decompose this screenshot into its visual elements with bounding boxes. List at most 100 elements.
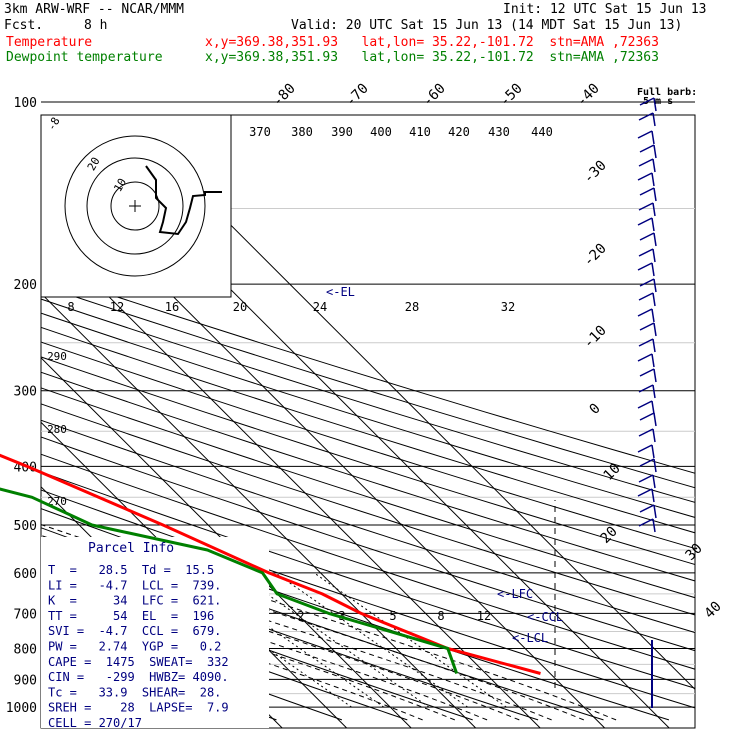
wind-barb-flag xyxy=(652,248,656,263)
wind-barb xyxy=(638,202,654,211)
theta-label: 270 xyxy=(47,495,67,508)
wind-barb xyxy=(639,504,655,513)
wind-barb xyxy=(637,444,653,453)
dry-adiabat-line xyxy=(41,341,695,549)
wind-barb-flag xyxy=(653,187,657,202)
wind-barb xyxy=(637,262,653,271)
model-title: 3km ARW-WRF -- NCAR/MMM xyxy=(4,2,185,17)
wind-barb-flag xyxy=(651,488,655,503)
pressure-tick-label: 100 xyxy=(14,96,37,111)
speed-tick-label: 28 xyxy=(405,300,419,314)
parcel-row: SREH = 28 LAPSE= 7.9 xyxy=(48,701,229,715)
dry-adiabat-line xyxy=(41,312,695,518)
wind-barb xyxy=(639,412,655,421)
wind-barb-flag xyxy=(652,338,656,353)
isotherm-label: -70 xyxy=(343,81,372,110)
speed-tick-label: 32 xyxy=(501,300,515,314)
fcst-label: Fcst. xyxy=(4,18,44,33)
wind-barb xyxy=(639,144,655,153)
temp-info: x,y=369.38,351.93 lat,lon= 35.22,-101.72… xyxy=(205,35,659,50)
parcel-row: LI = -4.7 LCL = 739. xyxy=(48,578,221,592)
hodograph-ring xyxy=(86,157,184,255)
wind-barb-flag xyxy=(651,444,655,459)
theta-label: 410 xyxy=(409,125,431,139)
isotherm-label: -50 xyxy=(497,81,526,110)
dry-adiabat-line xyxy=(41,567,473,721)
dry-adiabat-line xyxy=(41,419,695,634)
parcel-row: CIN = -299 HWBZ= 4090. xyxy=(48,670,229,684)
isotherm-label: -10 xyxy=(581,323,610,352)
wind-barb xyxy=(639,368,655,377)
wind-barb-flag xyxy=(653,412,657,427)
wind-barb-flag xyxy=(653,278,657,293)
dry-adiabat-line xyxy=(41,326,695,534)
hodograph-ring-label: 10 xyxy=(111,176,129,194)
pressure-tick-label: 800 xyxy=(14,642,37,657)
valid-time: Valid: 20 UTC Sat 15 Jun 13 (14 MDT Sat … xyxy=(291,18,683,33)
wind-barb-flag xyxy=(653,368,657,383)
temperature-line xyxy=(0,453,541,675)
theta-label: 440 xyxy=(531,125,553,139)
wind-barb-flag xyxy=(651,400,655,415)
wind-barb-flag xyxy=(652,518,656,533)
pressure-tick-label: 1000 xyxy=(6,701,37,716)
theta-label: 280 xyxy=(47,423,67,436)
wind-barb-flag xyxy=(653,458,657,473)
theta-label: 380 xyxy=(291,125,313,139)
isotherm-label: -80 xyxy=(270,81,299,110)
theta-label: 290 xyxy=(47,350,67,363)
dry-adiabat-line xyxy=(41,284,695,489)
barb-key-title: Full barb: xyxy=(637,87,697,98)
wind-barb xyxy=(638,112,654,121)
wind-barb xyxy=(638,158,654,167)
theta-label: 400 xyxy=(370,125,392,139)
pressure-tick-label: 500 xyxy=(14,519,37,534)
wind-barb-flag xyxy=(652,112,656,127)
wind-barb-flag xyxy=(651,217,655,232)
mixing-ratio-line xyxy=(313,572,507,708)
level-marker: <-LFC xyxy=(497,587,533,601)
dry-adiabat-line xyxy=(41,356,695,566)
dry-adiabat-line xyxy=(41,403,695,616)
wind-barb-flag xyxy=(653,97,657,112)
parcel-row: Tc = 33.9 SHEAR= 28. xyxy=(48,685,221,699)
wind-barb-flag xyxy=(651,130,655,145)
temp-label: Temperature xyxy=(6,35,93,50)
isotherm-label: 30 xyxy=(683,541,706,564)
parcel-row: T = 28.5 Td = 15.5 xyxy=(48,563,214,577)
hodograph-label: -8 xyxy=(45,115,63,133)
isotherm-line xyxy=(41,357,412,728)
speed-tick-label: 8 xyxy=(67,300,74,314)
parcel-title: Parcel Info xyxy=(88,541,174,556)
wind-barb xyxy=(637,488,653,497)
parcel-row: CAPE = 1475 SWEAT= 332 xyxy=(48,655,229,669)
dry-adiabat-line xyxy=(41,453,695,670)
parcel-box xyxy=(41,537,269,728)
wind-barb xyxy=(639,232,655,241)
isotherm-label: 0 xyxy=(587,401,604,418)
dry-adiabat-line xyxy=(41,371,695,582)
isotherm-label: 20 xyxy=(598,524,621,547)
parcel-row: CELL = 270/17 xyxy=(48,716,142,730)
parcel-row: PW = 2.74 YGP = 0.2 xyxy=(48,640,221,654)
level-marker: <-EL xyxy=(326,285,355,299)
isotherm-label: -40 xyxy=(574,81,603,110)
dry-adiabat-line xyxy=(41,387,695,599)
isotherm-label: -20 xyxy=(581,241,610,270)
theta-label: 390 xyxy=(331,125,353,139)
wind-barb xyxy=(639,278,655,287)
wind-barb xyxy=(637,308,653,317)
wind-barb-flag xyxy=(651,262,655,277)
wind-barb-flag xyxy=(651,308,655,323)
wind-barb xyxy=(637,217,653,226)
init-time: Init: 12 UTC Sat 15 Jun 13 xyxy=(503,2,707,17)
dry-adiabat-line xyxy=(41,588,408,721)
dewpoint-line xyxy=(0,487,459,675)
level-marker: <-LCL xyxy=(512,631,548,645)
hodograph-trace xyxy=(145,165,222,236)
wind-barb-flag xyxy=(652,292,656,307)
wind-barb-flag xyxy=(652,474,656,489)
theta-label: 420 xyxy=(448,125,470,139)
wind-barb xyxy=(637,353,653,362)
